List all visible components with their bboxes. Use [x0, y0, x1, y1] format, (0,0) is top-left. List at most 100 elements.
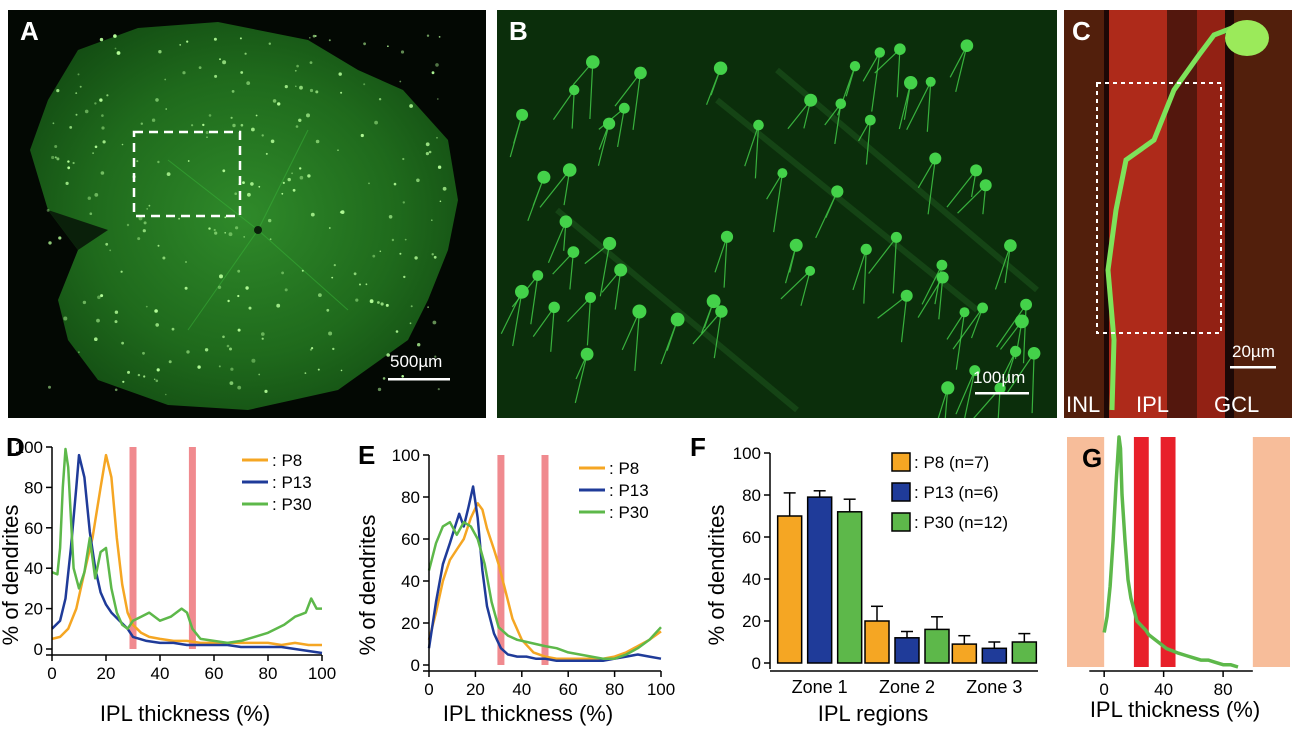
y-axis-label-e: % of dendrites: [355, 515, 380, 656]
cell-dot: [54, 145, 58, 148]
cell-dot: [101, 126, 105, 130]
cell-dot: [205, 131, 209, 134]
cell-dot: [340, 91, 343, 94]
roi-box: [1096, 82, 1222, 334]
cell-dot: [222, 335, 225, 339]
ganglion-cell: [720, 230, 734, 243]
ganglion-cell: [586, 55, 600, 69]
cell-dot: [52, 122, 55, 125]
cell-dot: [438, 36, 441, 38]
y-tick-label: 0: [411, 656, 420, 675]
cell-dot: [360, 133, 364, 138]
cell-dot: [442, 186, 447, 191]
cell-dot: [232, 123, 236, 128]
cell-dot: [309, 348, 313, 351]
cell-dot: [82, 300, 87, 305]
sublayer-band: [1160, 437, 1176, 667]
dendrite-branch: [567, 297, 592, 346]
scale-bar-b: [975, 392, 1029, 395]
series-line-p8: [427, 502, 662, 660]
cell-dot: [179, 44, 182, 46]
cell-dot: [414, 256, 418, 260]
cell-dot: [109, 249, 112, 252]
cell-dot: [87, 196, 92, 200]
dendrite-branch: [532, 306, 555, 352]
dendrite-branch: [996, 304, 1027, 364]
cell-dot: [281, 271, 284, 275]
ganglion-cell: [805, 265, 816, 276]
cell-dot: [120, 270, 123, 273]
cell-dot: [428, 150, 432, 154]
cell-dot: [281, 192, 284, 195]
ganglion-cell: [580, 347, 594, 361]
layer-zone-band: [1067, 437, 1105, 667]
ganglion-cell-dendrite: [1105, 25, 1233, 411]
cell-dot: [218, 365, 221, 368]
ganglion-cell: [713, 61, 728, 75]
cell-dot: [156, 368, 160, 372]
legend-label-p30: : P30: [609, 503, 649, 522]
ganglion-cell: [670, 312, 685, 327]
cell-dot: [340, 369, 343, 372]
cell-dot: [311, 347, 314, 350]
cell-dot: [299, 175, 304, 180]
cell-dot: [276, 303, 281, 308]
cell-dot: [105, 242, 109, 246]
zone-boundary-line: [188, 447, 196, 649]
cell-dot: [162, 256, 166, 260]
cell-dot: [171, 327, 175, 331]
cell-dot: [400, 50, 405, 54]
x-tick-label: 100: [308, 664, 336, 683]
cell-dot: [121, 341, 124, 345]
ganglion-cell: [777, 168, 788, 179]
ganglion-cell: [706, 294, 721, 309]
y-tick-label: 40: [742, 570, 761, 589]
cell-dot: [380, 302, 384, 306]
cell-dot: [403, 275, 406, 279]
cell-dot: [409, 104, 413, 108]
legend-label-p8: : P8 (n=7): [914, 453, 989, 472]
ganglion-cell: [970, 164, 983, 177]
ganglion-cell: [515, 284, 529, 299]
cell-dot: [309, 37, 311, 39]
cell-dot: [230, 367, 234, 371]
ganglion-cell: [929, 152, 942, 165]
cell-dot: [291, 172, 293, 175]
cell-dot: [416, 178, 420, 183]
dendrite-branch: [1005, 352, 1035, 414]
cell-dot: [237, 269, 241, 273]
ganglion-cell: [860, 243, 872, 255]
ganglion-cell: [835, 98, 847, 110]
dendrite-branch: [552, 89, 575, 129]
cell-dot: [385, 303, 389, 307]
cell-dot: [437, 165, 442, 169]
cell-dot: [251, 358, 256, 363]
panel-a-image: A 500µm: [8, 10, 486, 418]
cell-dot: [337, 149, 339, 151]
ganglion-cell: [567, 246, 580, 258]
cell-dot: [318, 293, 322, 297]
y-tick-label: 20: [742, 612, 761, 631]
cell-dot: [437, 388, 440, 391]
cell-dot: [106, 94, 109, 97]
cell-dot: [168, 360, 172, 364]
cell-dot: [219, 58, 221, 61]
bar-p8: [951, 643, 978, 664]
cell-dot: [399, 252, 402, 255]
cell-dot: [148, 204, 151, 207]
cell-dot: [427, 306, 429, 309]
ganglion-cell: [831, 185, 844, 198]
cell-dot: [114, 47, 117, 50]
legend-label-p8: : P8: [609, 459, 639, 478]
ganglion-cell: [1010, 345, 1022, 357]
cell-dot: [48, 385, 51, 389]
y-tick-label: 20: [401, 614, 420, 633]
retina-wholemount: [30, 22, 458, 410]
layer-zone-band: [1252, 437, 1290, 667]
cell-dot: [75, 92, 78, 94]
cell-dot: [333, 264, 336, 267]
cell-dot: [368, 182, 370, 185]
retina-tissue: [30, 22, 458, 410]
x-tick-label: 40: [512, 680, 531, 699]
